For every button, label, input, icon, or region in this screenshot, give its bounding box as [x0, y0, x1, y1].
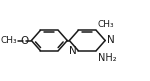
Text: CH₃: CH₃ [1, 36, 17, 45]
Text: NH₂: NH₂ [98, 53, 117, 63]
Text: N: N [69, 46, 77, 56]
Text: CH₃: CH₃ [98, 20, 114, 29]
Text: N: N [106, 35, 114, 45]
Text: O: O [21, 35, 29, 46]
